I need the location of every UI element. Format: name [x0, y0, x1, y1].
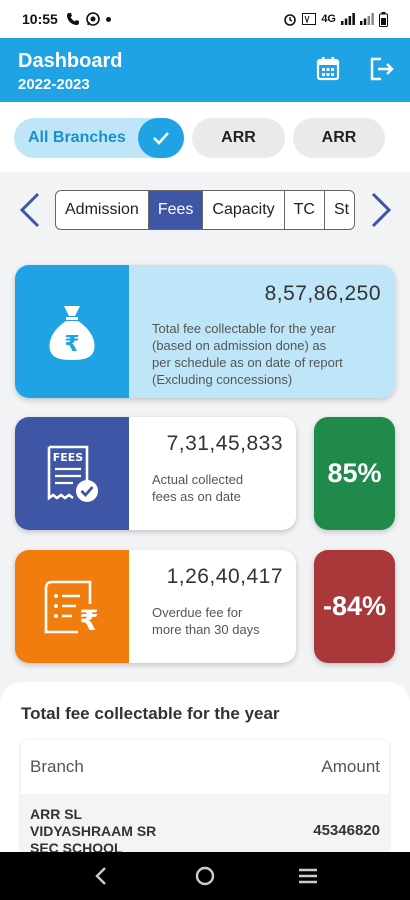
total-fee-amount: 8,57,86,250: [264, 282, 381, 305]
battery-icon: [379, 11, 388, 27]
selected-check-icon: [138, 118, 184, 158]
branch-pill-label: All Branches: [28, 129, 126, 146]
total-fee-icon-box: ₹: [15, 265, 129, 398]
collected-fee-description: Actual collected fees as on date: [152, 472, 244, 504]
collected-fee-icon-box: FEES: [15, 417, 129, 530]
table-header: Branch Amount: [21, 740, 389, 794]
network-type-label: 4G: [321, 13, 336, 25]
svg-text:₹: ₹: [79, 604, 98, 636]
alarm-icon: [284, 14, 297, 26]
category-tabs-row: Admission Fees Capacity TC St: [0, 180, 410, 240]
category-tabs: Admission Fees Capacity TC St: [55, 190, 355, 230]
chevron-left-icon[interactable]: [16, 190, 44, 230]
branch-pill-all-branches[interactable]: All Branches: [14, 118, 184, 158]
signal-icon: [341, 13, 355, 25]
tab-capacity[interactable]: Capacity: [203, 191, 285, 229]
branch-amount-table: Branch Amount ARR SL VIDYASHRAAM SR SEC …: [21, 740, 389, 852]
overdue-fee-icon-box: ₹: [15, 550, 129, 663]
svg-text:₹: ₹: [64, 332, 79, 357]
page-title: Dashboard: [18, 50, 123, 72]
svg-text:FEES: FEES: [53, 451, 84, 464]
collected-fee-amount: 7,31,45,833: [166, 432, 283, 455]
chevron-right-icon[interactable]: [367, 190, 395, 230]
column-header-branch: Branch: [30, 757, 84, 776]
row-branch-name: ARR SL VIDYASHRAAM SR SEC SCHOOL: [30, 806, 157, 852]
overdue-fee-card[interactable]: ₹ 1,26,40,417 Overdue fee for more than …: [15, 550, 296, 663]
column-header-amount: Amount: [321, 757, 380, 776]
branch-selector: All Branches ARR ARR: [0, 102, 410, 172]
status-bar: 10:55 4G: [0, 0, 410, 38]
app-header: Dashboard 2022-2023: [0, 38, 410, 102]
branch-pill-arr-1[interactable]: ARR: [192, 118, 285, 158]
back-icon[interactable]: [90, 864, 114, 888]
overdue-percent-badge[interactable]: -84%: [314, 550, 395, 663]
home-icon[interactable]: [193, 864, 217, 888]
academic-year: 2022-2023: [18, 76, 90, 93]
whatsapp-icon: [86, 12, 100, 26]
logout-icon[interactable]: [369, 56, 395, 82]
rupee-invoice-icon: ₹: [44, 580, 99, 636]
fees-receipt-icon: FEES: [47, 445, 98, 502]
phone-notification-icon: [66, 13, 79, 25]
total-fee-description: Total fee collectable for the year (base…: [152, 321, 343, 387]
signal-2-icon: [360, 13, 374, 25]
collected-fee-card[interactable]: FEES 7,31,45,833 Actual collected fees a…: [15, 417, 296, 530]
status-time: 10:55: [22, 11, 58, 27]
detail-panel: Total fee collectable for the year Branc…: [0, 682, 410, 852]
system-nav-bar: [0, 852, 410, 900]
notification-dot-icon: [105, 16, 111, 22]
recents-icon[interactable]: [296, 864, 320, 888]
overdue-fee-amount: 1,26,40,417: [166, 565, 283, 588]
money-bag-rupee-icon: ₹: [49, 305, 95, 360]
collected-percent-badge[interactable]: 85%: [314, 417, 395, 530]
total-fee-card[interactable]: ₹ 8,57,86,250 Total fee collectable for …: [15, 265, 395, 398]
volte-icon: [302, 13, 317, 25]
panel-title: Total fee collectable for the year: [21, 704, 280, 723]
calendar-icon[interactable]: [315, 56, 341, 82]
tab-admission[interactable]: Admission: [56, 191, 149, 229]
tab-tc[interactable]: TC: [285, 191, 325, 229]
table-row[interactable]: ARR SL VIDYASHRAAM SR SEC SCHOOL 4534682…: [21, 794, 389, 852]
branch-pill-label: ARR: [221, 129, 256, 146]
branch-pill-label: ARR: [321, 129, 357, 146]
tab-st[interactable]: St: [333, 201, 350, 218]
overdue-fee-description: Overdue fee for more than 30 days: [152, 605, 260, 637]
tab-fees[interactable]: Fees: [148, 191, 204, 229]
branch-pill-arr-2[interactable]: ARR: [293, 118, 385, 158]
row-amount: 45346820: [313, 822, 380, 839]
